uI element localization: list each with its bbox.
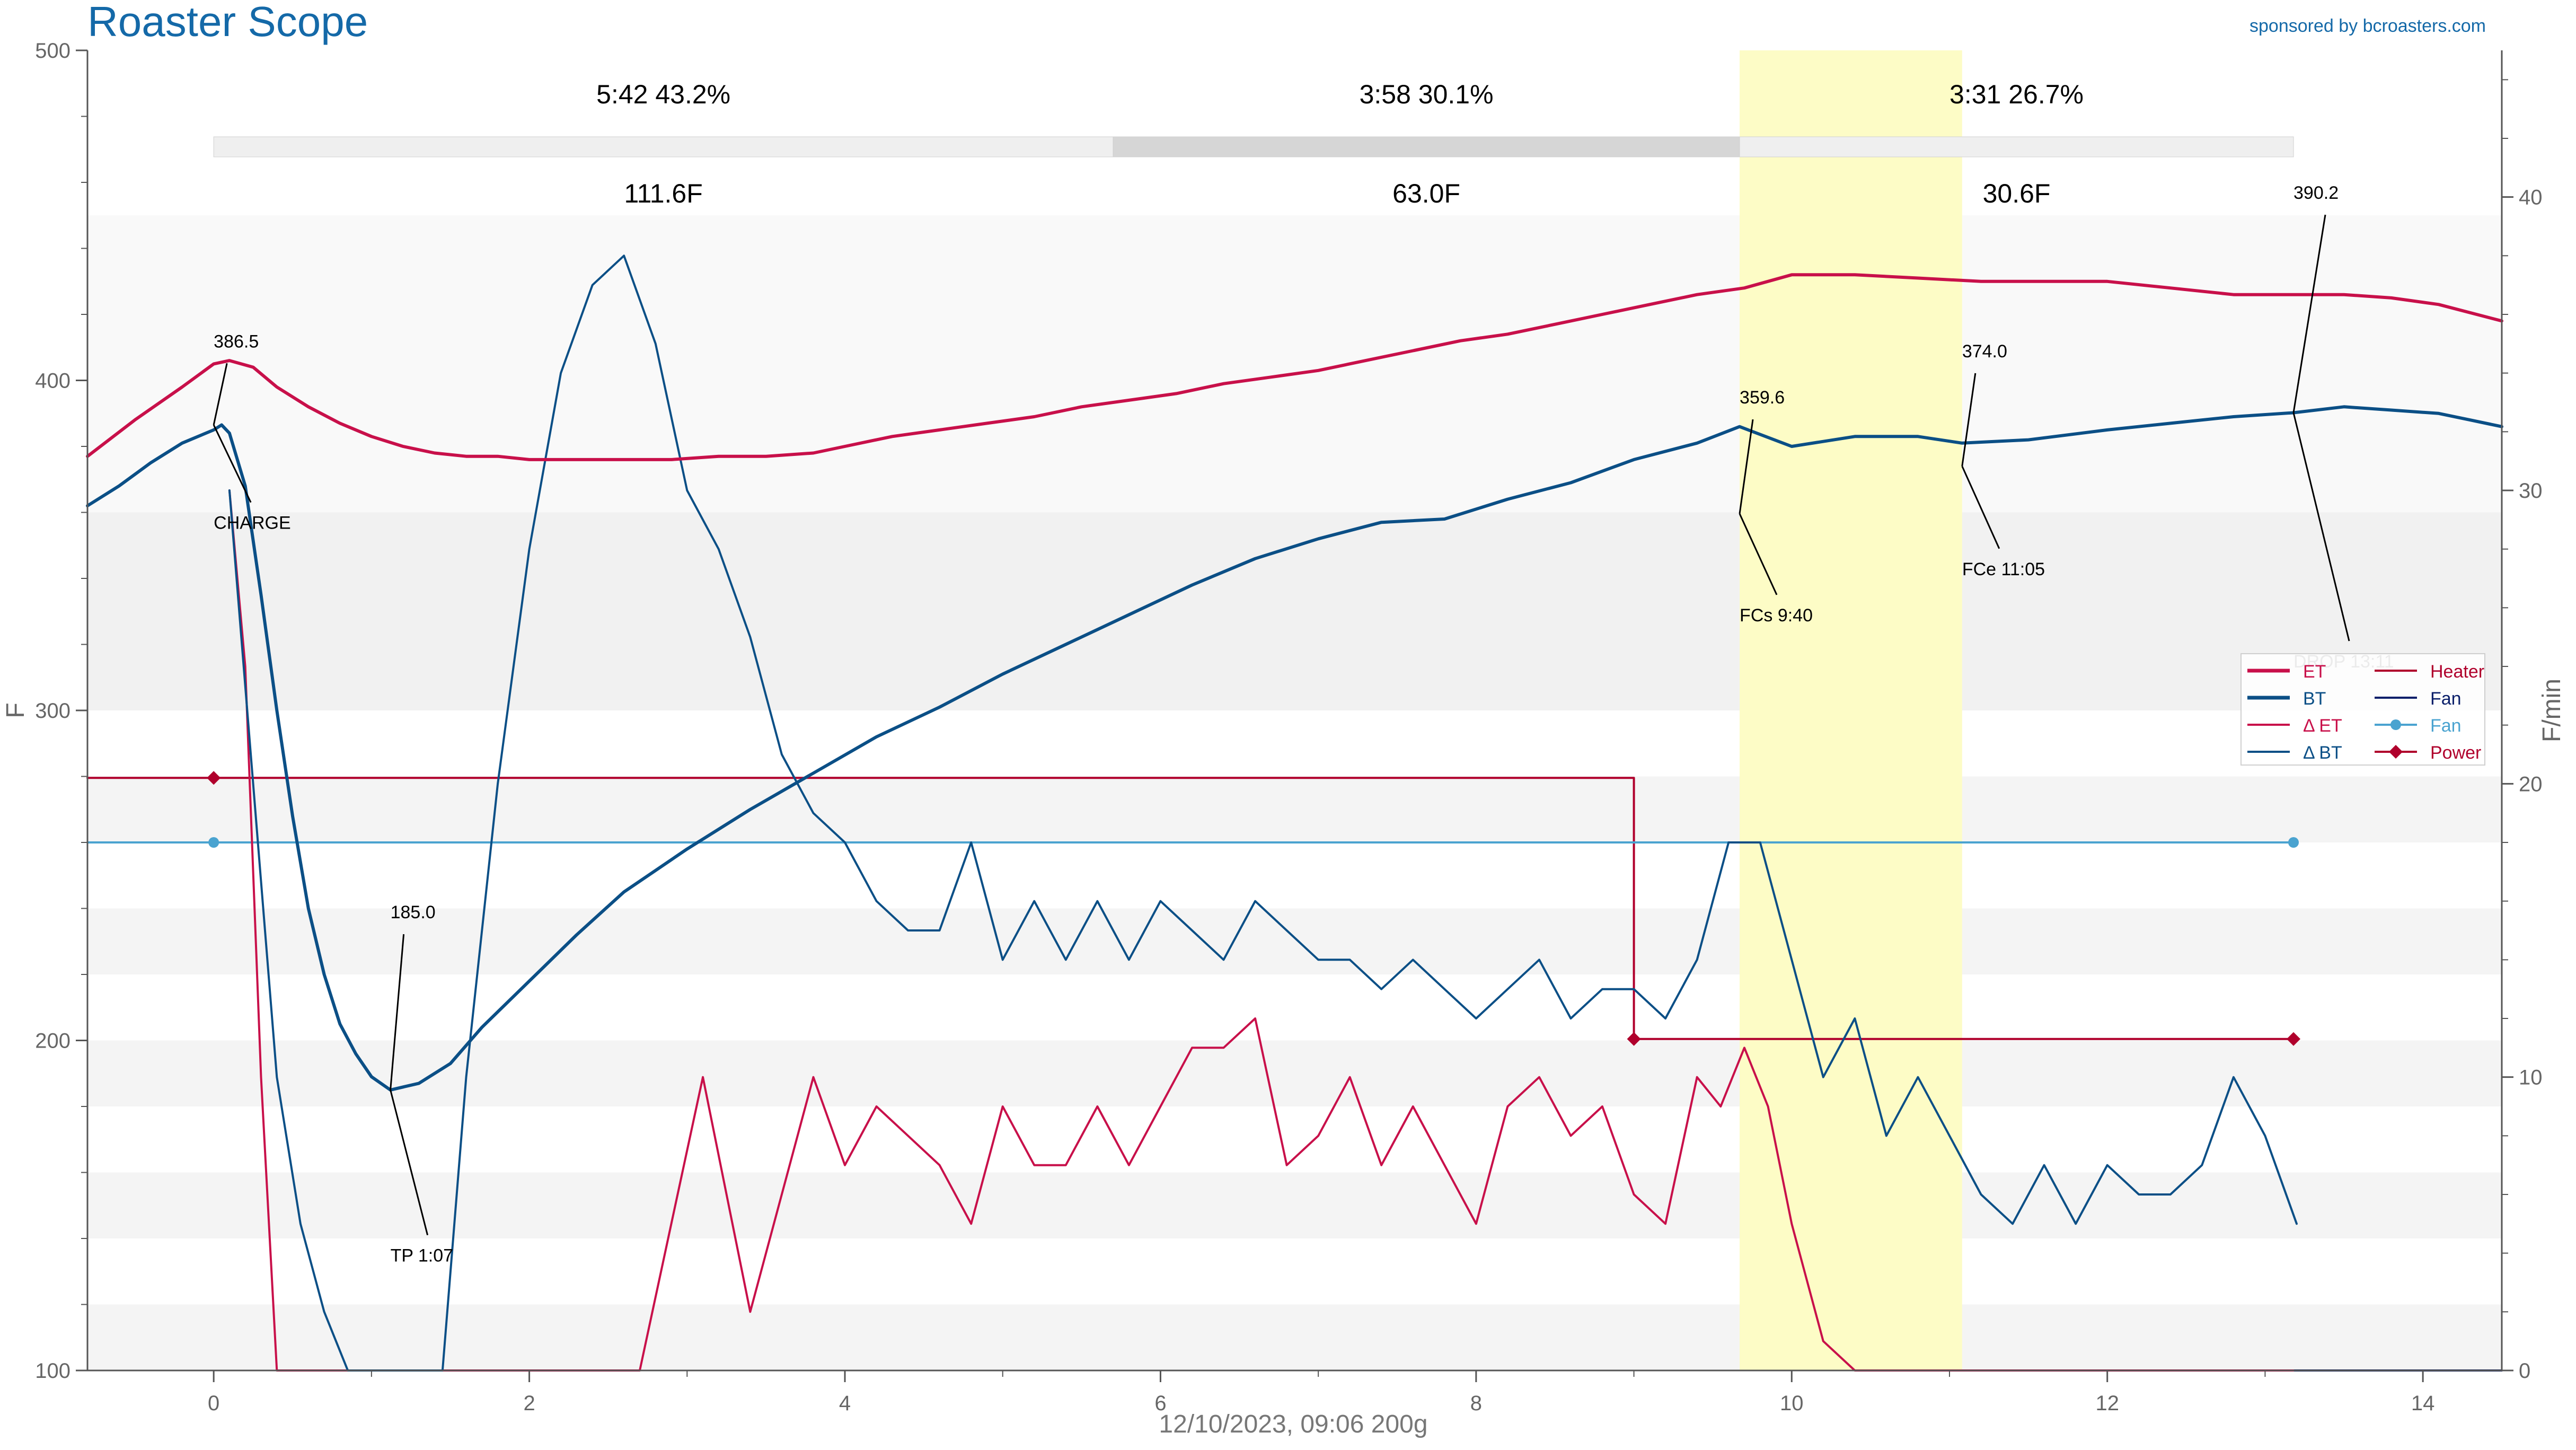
x-tick-label: 12 bbox=[2095, 1392, 2119, 1415]
legend-label-dbt: Δ BT bbox=[2303, 743, 2342, 763]
annot-value-3: 374.0 bbox=[1962, 341, 2007, 362]
annot-value-4: 390.2 bbox=[2293, 183, 2339, 203]
x-tick-label: 0 bbox=[208, 1392, 219, 1415]
annot-value-0: 386.5 bbox=[214, 331, 259, 351]
phase-bar-2 bbox=[1740, 137, 2293, 157]
y2-tick-label: 0 bbox=[2519, 1359, 2530, 1383]
phase-delta-0: 111.6F bbox=[624, 179, 703, 208]
legend-label-et: ET bbox=[2303, 662, 2326, 682]
x-tick-label: 8 bbox=[1470, 1392, 1482, 1415]
y-tick-label: 300 bbox=[35, 699, 70, 723]
phase-bar-0 bbox=[214, 137, 1113, 157]
ror-band-0 bbox=[87, 1305, 2502, 1371]
ror-band-3 bbox=[87, 909, 2502, 975]
annot-event-2: FCs 9:40 bbox=[1740, 605, 1813, 626]
fc-highlight-rect bbox=[1740, 50, 1962, 1370]
annot-event-1: TP 1:07 bbox=[391, 1246, 453, 1266]
y2-tick-label: 30 bbox=[2519, 479, 2543, 503]
phase-label-0: 5:42 43.2% bbox=[596, 80, 730, 109]
annot-event-3: FCe 11:05 bbox=[1962, 559, 2045, 579]
legend[interactable]: ET BT Δ ET Δ BT Heater Fan Fan Power bbox=[2241, 654, 2485, 765]
y2-tick-label: 40 bbox=[2519, 186, 2543, 209]
ror-band-4 bbox=[87, 777, 2502, 843]
ror-band-2 bbox=[87, 1041, 2502, 1107]
annot-value-2: 359.6 bbox=[1740, 388, 1785, 408]
y-axis-label: F bbox=[2, 702, 30, 718]
phase-bars: 5:42 43.2% 111.6F 3:58 30.1% 63.0F 3:31 26.7… bbox=[214, 80, 2293, 208]
fan-point bbox=[208, 837, 219, 848]
legend-label-fan_dot: Fan bbox=[2430, 716, 2462, 736]
annot-event-0: CHARGE bbox=[214, 513, 290, 533]
ror-band-1 bbox=[87, 1173, 2502, 1239]
x-tick-label: 14 bbox=[2411, 1392, 2435, 1415]
fan-point bbox=[2288, 837, 2299, 848]
annot-value-1: 185.0 bbox=[391, 902, 436, 922]
temp-band-1 bbox=[87, 215, 2502, 314]
legend-label-heater: Heater bbox=[2430, 662, 2484, 682]
x-tick-label: 10 bbox=[1780, 1392, 1804, 1415]
x-tick-label: 2 bbox=[523, 1392, 535, 1415]
y2-tick-label: 10 bbox=[2519, 1066, 2543, 1089]
sponsor-link[interactable]: sponsored by bcroasters.com bbox=[2249, 16, 2486, 36]
y-tick-label: 400 bbox=[35, 370, 70, 393]
chart-title: Roaster Scope bbox=[87, 0, 368, 45]
x-tick-label: 4 bbox=[839, 1392, 851, 1415]
y2-tick-label: 20 bbox=[2519, 772, 2543, 796]
phase-delta-2: 30.6F bbox=[1983, 179, 2051, 208]
y2-axis-label: F/min bbox=[2538, 679, 2566, 742]
phase-bar-1 bbox=[1113, 137, 1740, 157]
phase-label-2: 3:31 26.7% bbox=[1949, 80, 2084, 109]
legend-label-power: Power bbox=[2430, 743, 2481, 763]
legend-label-bt: BT bbox=[2303, 689, 2326, 709]
y-tick-label: 100 bbox=[35, 1359, 70, 1383]
background-bands bbox=[87, 215, 2502, 1370]
phase-delta-1: 63.0F bbox=[1392, 179, 1460, 208]
legend-marker-fan_dot bbox=[2390, 719, 2401, 730]
temp-band-0 bbox=[87, 513, 2502, 711]
y-tick-label: 200 bbox=[35, 1030, 70, 1053]
phase-label-1: 3:58 30.1% bbox=[1360, 80, 1494, 109]
first-crack-highlight bbox=[1740, 50, 1962, 1370]
legend-label-det: Δ ET bbox=[2303, 716, 2342, 736]
legend-label-fan_line: Fan bbox=[2430, 689, 2462, 709]
y-tick-label: 500 bbox=[35, 39, 70, 63]
roast-info-footer: 12/10/2023, 09:06 200g bbox=[1159, 1410, 1427, 1438]
